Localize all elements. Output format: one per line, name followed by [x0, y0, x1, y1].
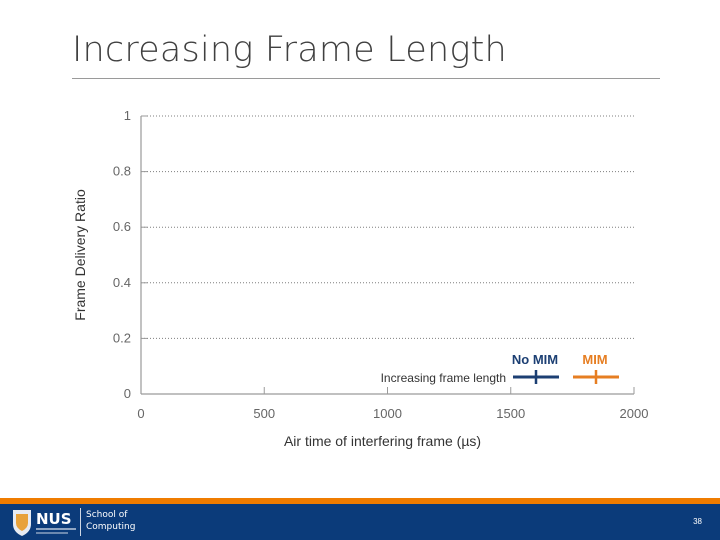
y-tick-label: 1	[124, 108, 131, 123]
logo-divider	[80, 508, 81, 536]
y-tick-label: 0.4	[113, 275, 131, 290]
title-divider	[72, 78, 660, 79]
grid-lines	[141, 115, 634, 339]
footer-accent-stripe	[0, 498, 720, 504]
slide-title: Increasing Frame Length	[72, 30, 507, 70]
school-line-2: Computing	[86, 522, 136, 532]
y-tick-label: 0.8	[113, 164, 131, 179]
legend-symbol-mim	[573, 370, 619, 384]
nus-logo: NUS	[13, 510, 76, 536]
x-axis-label: Air time of interfering frame (µs)	[284, 433, 481, 449]
x-tick-label: 0	[137, 406, 144, 421]
y-tick-label: 0	[124, 386, 131, 401]
y-axis-label: Frame Delivery Ratio	[72, 189, 88, 321]
legend-symbol-no-mim	[513, 370, 559, 384]
axes	[140, 115, 635, 395]
x-tick-label: 1500	[496, 406, 525, 421]
legend-label-mim: MIM	[582, 352, 607, 367]
footer-bar	[0, 504, 720, 540]
legend-caption: Increasing frame length	[381, 371, 506, 385]
y-tick-label: 0.6	[113, 219, 131, 234]
school-line-1: School of	[86, 510, 128, 520]
y-tick-label: 0.2	[113, 330, 131, 345]
x-tick-label: 1000	[373, 406, 402, 421]
logo-text: NUS	[36, 510, 72, 528]
x-tick-label: 500	[253, 406, 275, 421]
frame-delivery-chart: 0 0.2 0.4 0.6 0.8 1 0 500 1000 1500 2000 Frame De…	[72, 108, 648, 449]
x-tick-label: 2000	[620, 406, 649, 421]
y-tick-labels: 0 0.2 0.4 0.6 0.8 1	[113, 108, 131, 401]
page-number: 38	[693, 517, 702, 526]
legend: No MIM MIM Increasing frame length	[381, 352, 619, 385]
school-name: School of Computing	[86, 509, 135, 533]
x-tick-labels: 0 500 1000 1500 2000	[137, 406, 648, 421]
legend-label-no-mim: No MIM	[512, 352, 558, 367]
